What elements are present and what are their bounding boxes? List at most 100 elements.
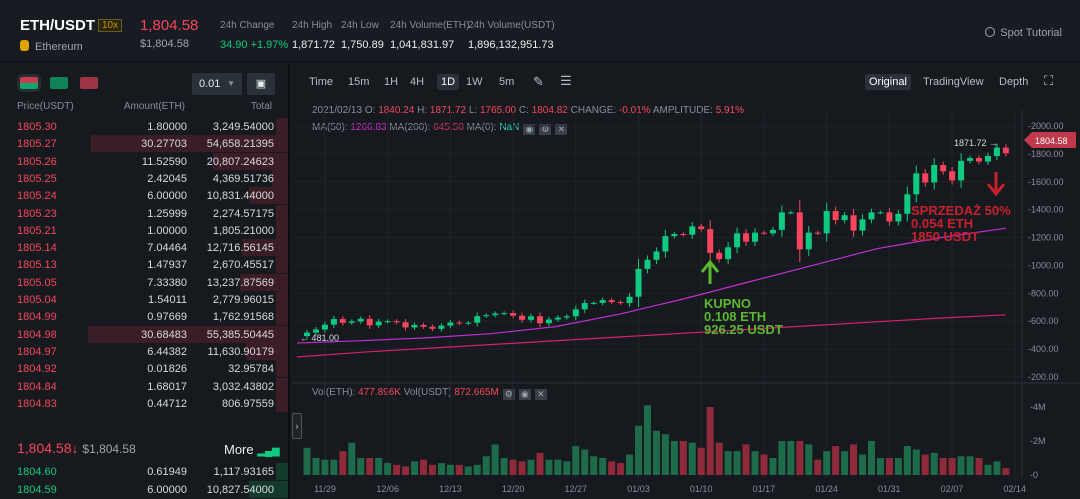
interval-1d[interactable]: 1D <box>437 74 460 90</box>
volume-bar <box>626 454 634 475</box>
layout-bids-icon[interactable] <box>50 77 68 89</box>
interval-time[interactable]: Time <box>309 76 334 88</box>
volume-bar <box>930 452 938 475</box>
draw-pencil-icon[interactable]: ✎ <box>533 74 544 89</box>
view-original[interactable]: Original <box>865 74 911 90</box>
candle-body <box>348 321 355 323</box>
layout-both-icon[interactable] <box>17 74 41 92</box>
candle-body <box>375 321 382 326</box>
volume-bar <box>805 444 813 475</box>
ask-row[interactable]: 1805.27 30.27703 54,658.21395 <box>0 135 290 153</box>
ask-row[interactable]: 1805.24 6.00000 10,831.44000 <box>0 187 290 205</box>
candle-body <box>411 324 418 328</box>
sell-annotation-line: SPRZEDAŻ 50% <box>911 203 1011 218</box>
candle-body <box>563 316 570 318</box>
col-amount: Amount(ETH) <box>123 101 185 112</box>
expand-panel-handle[interactable]: › <box>292 413 302 439</box>
interval-4h[interactable]: 4H <box>410 76 425 88</box>
interval-1h[interactable]: 1H <box>384 76 399 88</box>
candle-body <box>653 251 660 260</box>
spot-tutorial-link[interactable]: Spot Tutorial <box>985 27 1062 39</box>
precision-select[interactable]: 0.01 ▼ <box>192 73 242 95</box>
eye-icon[interactable]: ◉ <box>523 124 536 135</box>
signal-bars-icon: ▂▄▆ <box>257 446 280 457</box>
pair-name[interactable]: ETH/USDT <box>20 17 95 34</box>
ask-row[interactable]: 1805.14 7.04464 12,716.56145 <box>0 239 290 257</box>
interval-15m[interactable]: 15m <box>348 76 370 88</box>
indicator-settings-icon[interactable]: ☰ <box>560 73 572 88</box>
candle-body <box>823 211 830 234</box>
date-tick-label: 01/24 <box>815 484 838 494</box>
gear-icon[interactable]: ⚙ <box>502 389 515 400</box>
volume-bar <box>724 451 732 475</box>
amount: 1.47937 <box>147 259 187 272</box>
interval-1w[interactable]: 1W <box>466 76 483 88</box>
stat-24h-volume-eth: 24h Volume(ETH) 1,041,831.97 <box>390 20 470 51</box>
candle-body <box>698 226 705 230</box>
date-tick-label: 01/31 <box>878 484 901 494</box>
ask-row[interactable]: 1804.97 6.44382 11,630.90179 <box>0 342 290 360</box>
volume-bar <box>876 458 884 475</box>
volume-bar <box>321 459 329 475</box>
candle-body <box>671 234 678 237</box>
volume-bar <box>814 459 822 475</box>
total: 2,670.45517 <box>212 259 274 272</box>
volume-bar <box>975 458 983 475</box>
buy-annotation-line: 926.25 USDT <box>704 322 783 337</box>
price: 1804.83 <box>17 397 57 410</box>
bid-row[interactable]: 1804.59 6.00000 10,827.54000 <box>0 481 290 498</box>
volume-bar <box>984 464 992 475</box>
date-tick-label: 01/10 <box>690 484 713 494</box>
price-chart[interactable]: 11/29 12/06 12/13 12/20 12/27 01/03 01/10 01/17… <box>292 63 1080 499</box>
ask-row[interactable]: 1805.26 11.52590 20,807.24623 <box>0 152 290 170</box>
depth-bar <box>276 118 288 135</box>
price: 1804.98 <box>17 328 57 341</box>
candle-body <box>734 233 741 248</box>
view-tradingview[interactable]: TradingView <box>923 76 984 88</box>
order-book: 0.01 ▼ ▣ Price(USDT) Amount(ETH) Total 18… <box>0 63 290 499</box>
bid-row[interactable]: 1804.60 0.61949 1,117.93165 <box>0 463 290 480</box>
ask-row[interactable]: 1805.04 1.54011 2,779.96015 <box>0 291 290 308</box>
ask-row[interactable]: 1804.84 1.68017 3,032.43802 <box>0 377 290 395</box>
view-depth[interactable]: Depth <box>999 76 1029 88</box>
mid-price: 1,804.58↓ $1,804.58 <box>17 440 136 456</box>
price: 1804.92 <box>17 363 57 376</box>
eye-icon[interactable]: ◉ <box>518 389 531 400</box>
ask-row[interactable]: 1805.05 7.33380 13,237.87569 <box>0 273 290 291</box>
price-tick-label: -1000.00 <box>1028 260 1064 270</box>
candle-body <box>958 160 965 181</box>
ask-row[interactable]: 1805.23 1.25999 2,274.57175 <box>0 204 290 222</box>
amount: 0.61949 <box>147 466 187 478</box>
sell-arrow-icon <box>986 172 1006 197</box>
volume-bar <box>554 459 562 475</box>
close-icon[interactable]: ✕ <box>555 124 568 135</box>
ma50-line <box>296 227 1006 344</box>
candle-body <box>626 296 633 304</box>
gear-icon[interactable]: ⚙ <box>539 124 552 135</box>
ask-row[interactable]: 1804.83 0.44712 806.97559 <box>0 394 290 412</box>
ask-row[interactable]: 1804.92 0.01826 32.95784 <box>0 360 290 378</box>
volume-bar <box>885 458 893 475</box>
settings-icon[interactable]: ▣ <box>247 73 275 95</box>
date-tick-label: 01/03 <box>627 484 650 494</box>
ask-row[interactable]: 1804.99 0.97669 1,762.91568 <box>0 308 290 326</box>
play-icon <box>985 27 996 37</box>
more-button[interactable]: More ▂▄▆ <box>224 442 280 457</box>
volume-bar <box>796 441 804 475</box>
price: 1805.24 <box>17 190 57 203</box>
ask-row[interactable]: 1804.98 30.68483 55,385.50445 <box>0 325 290 343</box>
coin-name[interactable]: Ethereum <box>20 40 83 53</box>
candle-body <box>321 324 328 330</box>
ask-row[interactable]: 1805.30 1.80000 3,249.54000 <box>0 118 290 135</box>
close-icon[interactable]: ✕ <box>534 389 547 400</box>
layout-asks-icon[interactable] <box>80 77 98 89</box>
ask-row[interactable]: 1805.13 1.47937 2,670.45517 <box>0 256 290 274</box>
fullscreen-icon[interactable]: ⛶ <box>1044 73 1054 88</box>
candle-body <box>967 158 974 161</box>
interval-5m[interactable]: 5m <box>499 76 515 88</box>
depth-bar <box>248 187 288 205</box>
total: 11,630.90179 <box>207 345 274 358</box>
candle-body <box>707 229 714 253</box>
ask-row[interactable]: 1805.25 2.42045 4,369.51736 <box>0 169 290 187</box>
ask-row[interactable]: 1805.21 1.00000 1,805.21000 <box>0 221 290 239</box>
